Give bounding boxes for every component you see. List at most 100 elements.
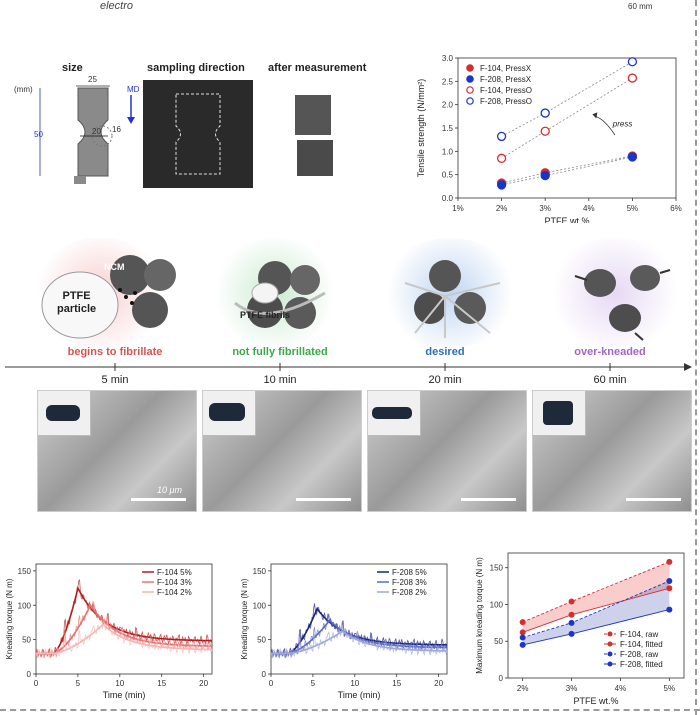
tensile-ytick-label: 2.5 xyxy=(442,77,454,86)
maxtorque-legend-marker xyxy=(607,631,613,637)
tensile-xlabel: PTFE wt.% xyxy=(544,216,589,223)
neck-label: 20 xyxy=(92,127,101,136)
torque208-legend-label: F-208 5% xyxy=(392,568,427,577)
maxtorque-legend-marker xyxy=(607,651,613,657)
stage3-schematic xyxy=(404,260,501,338)
size-title: size xyxy=(62,62,83,74)
stage3-label: desired xyxy=(425,346,465,358)
maxtorque-point xyxy=(666,558,673,565)
torque208-xtick-label: 15 xyxy=(392,679,401,688)
tensile-xtick-label: 6% xyxy=(670,204,682,213)
sem-inset-5min xyxy=(38,391,91,436)
maxtorque-frame xyxy=(507,552,685,679)
torque208-raw-line xyxy=(270,603,448,659)
maxtorque-band-f104 xyxy=(522,561,670,633)
radius-label: 16 xyxy=(112,125,121,134)
unit-label: (mm) xyxy=(14,85,33,94)
torque104-xlabel: Time (min) xyxy=(103,690,146,700)
tensile-ytick-label: 1.0 xyxy=(442,147,454,156)
bottom-dashed-border xyxy=(0,709,700,711)
torque104-frame xyxy=(35,563,213,675)
sampling-photo xyxy=(143,80,253,188)
tensile-legend-marker xyxy=(466,97,474,105)
torque208-fitted-line xyxy=(271,619,448,655)
tensile-trendline xyxy=(501,155,633,184)
tensile-point xyxy=(496,153,507,163)
tensile-legend-label: F-104, PressO xyxy=(480,86,532,95)
tensile-point xyxy=(627,152,638,162)
torque208-frame xyxy=(270,563,448,675)
timeline-axis xyxy=(5,363,692,371)
stage4-schematic xyxy=(574,265,671,341)
maxtorque-ytick-label: 100 xyxy=(490,600,504,609)
tensile-point xyxy=(540,170,550,181)
maxtorque-ytick-label: 150 xyxy=(490,564,504,573)
maxtorque-point xyxy=(568,611,575,618)
torque208-ytick-label: 100 xyxy=(253,601,267,610)
maxtorque-xtick-label: 2% xyxy=(517,684,529,693)
specimen-size-drawing xyxy=(39,85,113,184)
press-arrow xyxy=(595,115,616,136)
after-piece-bottom xyxy=(297,140,333,176)
tensile-ytick-label: 1.5 xyxy=(442,124,454,133)
tensile-ytick-label: 0.0 xyxy=(442,194,454,203)
torque208-ylabel: Kneading torque (N m) xyxy=(240,578,249,659)
maxtorque-legend-label: F-104, fitted xyxy=(620,640,663,649)
tensile-ytick-label: 2.0 xyxy=(442,101,454,110)
torque104-xtick-label: 5 xyxy=(76,679,81,688)
tensile-ytick-label: 0.5 xyxy=(442,171,454,180)
tensile-xtick-label: 5% xyxy=(627,204,639,213)
top-cut-text: electro xyxy=(100,0,134,12)
time-20min: 20 min xyxy=(428,374,462,386)
sem-scale-label: 10 μm xyxy=(157,485,182,495)
maxtorque-point xyxy=(568,619,575,626)
torque208-legend-label: F-208 2% xyxy=(392,588,427,597)
md-label: MD xyxy=(127,85,140,94)
tensile-legend-marker xyxy=(466,75,474,83)
tensile-legend-label: F-104, PressX xyxy=(480,64,532,73)
torque208-ytick-label: 0 xyxy=(262,670,267,679)
stage1-label: begins to fibrillate xyxy=(67,346,163,358)
right-dashed-border xyxy=(695,0,697,715)
tensile-legend-marker xyxy=(466,64,474,72)
after-title: after measurement xyxy=(268,62,367,74)
height-label: 50 xyxy=(34,130,43,139)
stage4-label: over-kneaded xyxy=(574,346,646,358)
sem-image-60min xyxy=(532,390,692,512)
maxtorque-legend-marker xyxy=(607,661,613,667)
tensile-trendline xyxy=(501,156,633,186)
tensile-trendline xyxy=(501,77,633,159)
maxtorque-point xyxy=(666,606,673,613)
torque208-xlabel: Time (min) xyxy=(338,690,381,700)
maxtorque-ylabel: Maximum kneading torque (N m) xyxy=(475,557,484,674)
max-torque-chart: 2% 3% 4% 5% 0 50 100 150 PTFE wt.% Maximum kneadi… xyxy=(475,552,685,706)
torque104-xtick-label: 10 xyxy=(115,679,124,688)
torque208-xtick-label: 20 xyxy=(434,679,443,688)
time-60min: 60 min xyxy=(593,374,627,386)
stage1-schematic xyxy=(41,255,176,339)
maxtorque-point xyxy=(568,630,575,637)
width-label: 25 xyxy=(88,75,97,84)
ptfe-particle-label: PTFE particle xyxy=(57,290,97,315)
maxtorque-ytick-label: 50 xyxy=(494,637,503,646)
torque208-xtick-label: 0 xyxy=(269,679,274,688)
maxtorque-line xyxy=(522,561,670,623)
torque-chart-f104: 0 5 10 15 20 0 50 100 150 Time (min) Kneading torq… xyxy=(5,563,213,700)
sem-image-20min xyxy=(367,390,527,512)
torque208-xtick-label: 10 xyxy=(350,679,359,688)
tensile-chart: 1% 2% 3% 4% 5% 6% 0.0 0.5 1.0 1.5 2.0 2.5 3.0 PTFE wt… xyxy=(416,54,682,223)
tensile-xtick-label: 4% xyxy=(583,204,595,213)
ptfe-fibrils-label: PTFE fibrils xyxy=(240,310,291,320)
torque104-ytick-label: 0 xyxy=(27,670,32,679)
maxtorque-legend-marker xyxy=(607,641,613,647)
tensile-point xyxy=(540,126,550,136)
torque-chart-f208: 0 5 10 15 20 0 50 100 150 Time (min) Kneading torq… xyxy=(240,563,448,700)
tensile-point xyxy=(627,57,638,67)
maxtorque-point xyxy=(666,585,673,592)
maxtorque-legend-label: F-208, raw xyxy=(620,650,658,659)
torque104-xtick-label: 0 xyxy=(34,679,39,688)
after-piece-top xyxy=(295,95,331,135)
stage2-label: not fully fibrillated xyxy=(232,346,328,358)
press-annotation: press xyxy=(612,119,633,128)
torque208-legend-label: F-208 3% xyxy=(392,578,427,587)
